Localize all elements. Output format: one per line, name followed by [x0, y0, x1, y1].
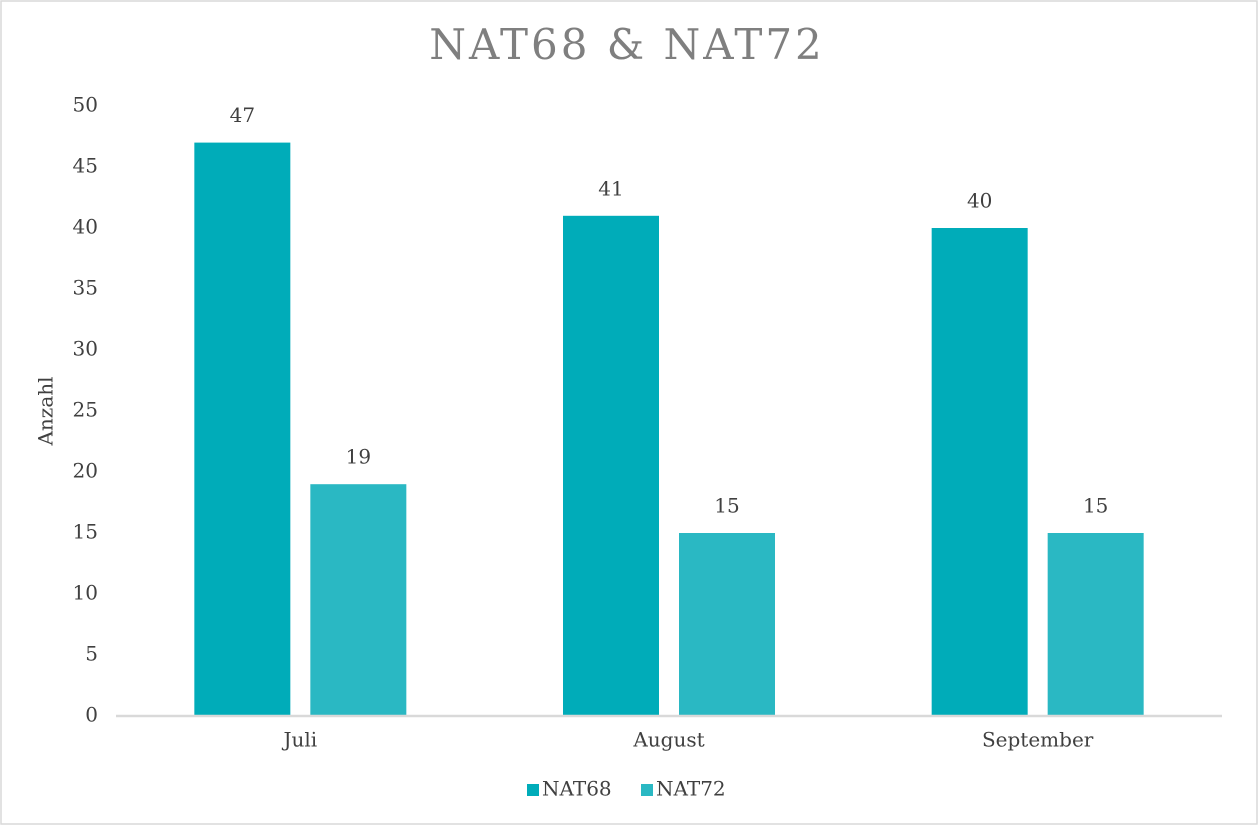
y-tick-label: 45	[73, 154, 98, 178]
y-tick-label: 30	[73, 337, 98, 361]
bar	[1047, 533, 1144, 716]
x-tick-label: August	[632, 728, 704, 752]
bar	[194, 142, 291, 717]
legend-swatch	[527, 784, 539, 796]
bar	[931, 228, 1028, 716]
bar	[563, 215, 659, 717]
legend-swatch	[641, 784, 653, 796]
data-label: 41	[598, 176, 623, 200]
y-tick-label: 40	[73, 215, 98, 239]
x-tick-label: September	[982, 728, 1094, 752]
bar	[310, 484, 407, 716]
y-tick-label: 25	[73, 398, 98, 422]
y-tick-label: 20	[73, 459, 98, 483]
data-label: 47	[230, 103, 255, 127]
legend-label: NAT68	[542, 777, 612, 801]
x-tick-label: Juli	[281, 728, 317, 752]
y-tick-label: 0	[85, 703, 98, 727]
y-tick-label: 50	[73, 93, 98, 117]
y-tick-label: 35	[73, 276, 98, 300]
data-label: 19	[346, 445, 371, 469]
y-axis-label: Anzahl	[34, 376, 58, 446]
y-tick-label: 5	[85, 642, 98, 666]
legend-label: NAT72	[656, 777, 726, 801]
data-label: 15	[1083, 494, 1108, 518]
chart-title: NAT68 & NAT72	[429, 20, 825, 69]
y-tick-label: 10	[73, 581, 98, 605]
bar	[679, 533, 775, 716]
data-label: 40	[967, 189, 992, 213]
data-label: 15	[714, 494, 739, 518]
y-tick-label: 15	[73, 520, 98, 544]
